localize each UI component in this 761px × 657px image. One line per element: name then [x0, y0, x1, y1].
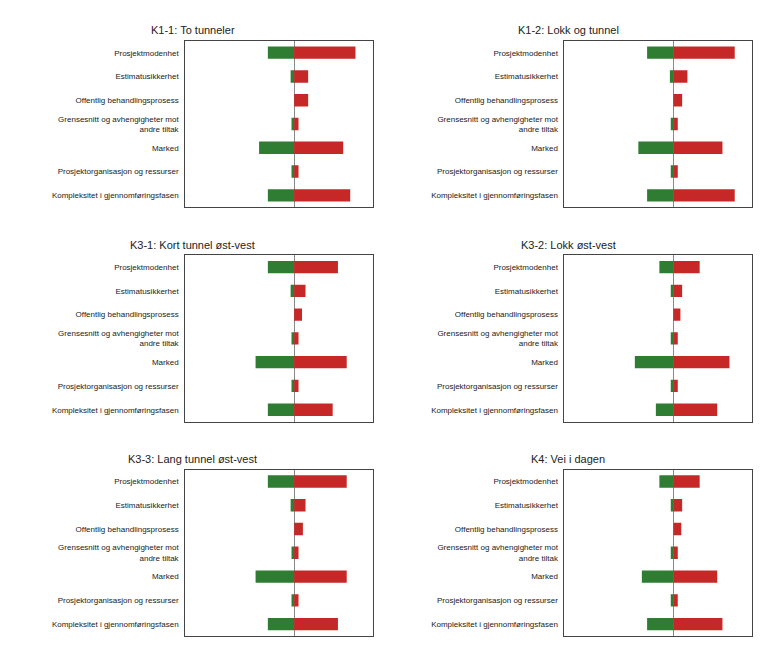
svg-text:Marked: Marked	[531, 572, 558, 581]
svg-text:Grensesnitt og avhengigheter m: Grensesnitt og avhengigheter motandre ti…	[58, 543, 180, 562]
svg-text:Prosjektmodenhet: Prosjektmodenhet	[493, 477, 558, 486]
svg-text:Marked: Marked	[531, 358, 558, 367]
svg-text:Offentlig behandlingsprosess: Offentlig behandlingsprosess	[76, 310, 179, 319]
svg-text:Prosjektorganisasjon og ressur: Prosjektorganisasjon og ressurser	[58, 167, 179, 176]
svg-text:Offentlig behandlingsprosess: Offentlig behandlingsprosess	[76, 96, 179, 105]
svg-text:Prosjektmodenhet: Prosjektmodenhet	[114, 48, 179, 57]
svg-text:Prosjektmodenhet: Prosjektmodenhet	[114, 263, 179, 272]
svg-text:Offentlig behandlingsprosess: Offentlig behandlingsprosess	[455, 525, 558, 534]
svg-text:Prosjektmodenhet: Prosjektmodenhet	[493, 263, 558, 272]
svg-text:Kompleksitet i gjennomføringsf: Kompleksitet i gjennomføringsfasen	[431, 406, 558, 415]
svg-text:Estimatusikkerhet: Estimatusikkerhet	[115, 72, 179, 81]
svg-text:Prosjektorganisasjon og ressur: Prosjektorganisasjon og ressurser	[437, 382, 558, 391]
svg-text:K3-1: Kort tunnel øst-vest: K3-1: Kort tunnel øst-vest	[130, 239, 255, 251]
svg-text:Grensesnitt og avhengigheter m: Grensesnitt og avhengigheter motandre ti…	[437, 329, 559, 348]
svg-text:Marked: Marked	[531, 144, 558, 153]
svg-text:Kompleksitet i gjennomføringsf: Kompleksitet i gjennomføringsfasen	[431, 191, 558, 200]
svg-text:Offentlig behandlingsprosess: Offentlig behandlingsprosess	[455, 96, 558, 105]
svg-text:Estimatusikkerhet: Estimatusikkerhet	[495, 501, 559, 510]
svg-text:Prosjektorganisasjon og ressur: Prosjektorganisasjon og ressurser	[58, 382, 179, 391]
svg-text:Estimatusikkerhet: Estimatusikkerhet	[495, 287, 559, 296]
svg-text:K3-3: Lang tunnel øst-vest: K3-3: Lang tunnel øst-vest	[128, 453, 257, 465]
svg-text:Marked: Marked	[152, 144, 179, 153]
svg-text:Kompleksitet i gjennomføringsf: Kompleksitet i gjennomføringsfasen	[431, 620, 558, 629]
svg-text:Grensesnitt og avhengigheter m: Grensesnitt og avhengigheter motandre ti…	[58, 329, 180, 348]
svg-text:Prosjektorganisasjon og ressur: Prosjektorganisasjon og ressurser	[437, 167, 558, 176]
svg-text:Offentlig behandlingsprosess: Offentlig behandlingsprosess	[455, 310, 558, 319]
svg-text:Prosjektmodenhet: Prosjektmodenhet	[114, 477, 179, 486]
svg-text:Kompleksitet i gjennomføringsf: Kompleksitet i gjennomføringsfasen	[52, 191, 179, 200]
svg-text:Marked: Marked	[152, 358, 179, 367]
svg-text:Estimatusikkerhet: Estimatusikkerhet	[495, 72, 559, 81]
svg-text:Offentlig behandlingsprosess: Offentlig behandlingsprosess	[76, 525, 179, 534]
svg-text:Prosjektmodenhet: Prosjektmodenhet	[493, 48, 558, 57]
svg-text:Prosjektorganisasjon og ressur: Prosjektorganisasjon og ressurser	[58, 596, 179, 605]
svg-text:Grensesnitt og avhengigheter m: Grensesnitt og avhengigheter motandre ti…	[58, 115, 180, 134]
svg-text:Kompleksitet i gjennomføringsf: Kompleksitet i gjennomføringsfasen	[52, 406, 179, 415]
svg-text:Grensesnitt og avhengigheter m: Grensesnitt og avhengigheter motandre ti…	[437, 543, 559, 562]
svg-text:K3-2: Lokk øst-vest: K3-2: Lokk øst-vest	[521, 239, 616, 251]
svg-text:Prosjektorganisasjon og ressur: Prosjektorganisasjon og ressurser	[437, 596, 558, 605]
svg-text:Estimatusikkerhet: Estimatusikkerhet	[115, 501, 179, 510]
svg-text:K1-2: Lokk og tunnel: K1-2: Lokk og tunnel	[518, 24, 619, 36]
svg-text:Kompleksitet i gjennomføringsf: Kompleksitet i gjennomføringsfasen	[52, 620, 179, 629]
svg-text:Marked: Marked	[152, 572, 179, 581]
svg-text:K1-1: To tunneler: K1-1: To tunneler	[151, 24, 235, 36]
svg-text:K4: Vei i dagen: K4: Vei i dagen	[531, 453, 605, 465]
svg-text:Estimatusikkerhet: Estimatusikkerhet	[115, 287, 179, 296]
svg-text:Grensesnitt og avhengigheter m: Grensesnitt og avhengigheter motandre ti…	[437, 115, 559, 134]
